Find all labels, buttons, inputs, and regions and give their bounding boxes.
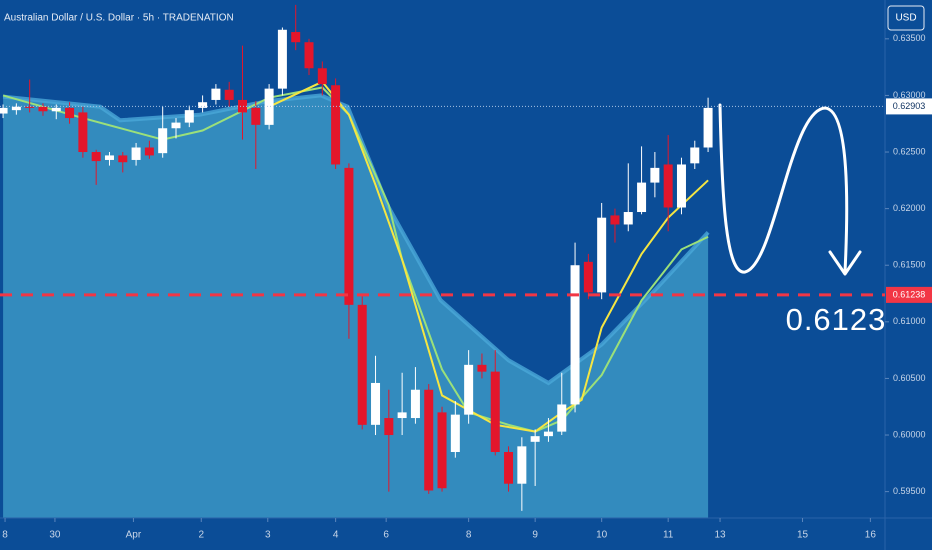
last-price-box bbox=[886, 98, 932, 115]
x-tick-label: 8 bbox=[466, 530, 472, 541]
candle-body bbox=[238, 99, 248, 113]
plot-area bbox=[0, 4, 713, 519]
candle-body bbox=[184, 110, 194, 123]
y-tick-label: 0.63500 bbox=[893, 33, 926, 43]
x-tick-label: 10 bbox=[596, 530, 608, 541]
last-price-label: 0.62903 bbox=[893, 101, 926, 111]
candle-body bbox=[557, 404, 567, 432]
x-tick-label: 11 bbox=[663, 530, 674, 541]
candle-body bbox=[437, 412, 447, 489]
forecast-arrow bbox=[718, 103, 849, 274]
y-tick-label: 0.62500 bbox=[893, 146, 926, 156]
candle-body bbox=[65, 107, 75, 119]
y-tick-label: 0.62000 bbox=[893, 203, 926, 213]
candle-body bbox=[371, 382, 381, 425]
y-tick-label: 0.63000 bbox=[893, 90, 926, 100]
level-label: 0.61238 bbox=[893, 289, 926, 299]
candle-body bbox=[357, 304, 367, 425]
candle-body bbox=[118, 155, 128, 163]
candle-body bbox=[264, 88, 274, 125]
y-tick-label: 0.61500 bbox=[893, 260, 926, 270]
ma-area bbox=[3, 95, 709, 519]
candle-body bbox=[623, 212, 633, 225]
candle-body bbox=[158, 128, 168, 154]
candle-body bbox=[198, 102, 208, 108]
x-tick-label: 2 bbox=[198, 530, 204, 541]
candle-body bbox=[490, 371, 500, 453]
candle-body bbox=[583, 261, 593, 293]
candle-body bbox=[131, 147, 141, 160]
x-tick-label: 3 bbox=[265, 530, 271, 541]
candle-body bbox=[637, 182, 647, 213]
candle-body bbox=[0, 107, 8, 114]
candle-body bbox=[477, 364, 487, 372]
candle-body bbox=[530, 436, 540, 442]
candle-body bbox=[171, 122, 181, 129]
candle-body bbox=[464, 364, 474, 415]
candle-body bbox=[504, 452, 514, 484]
candle-body bbox=[51, 107, 61, 112]
candle-body bbox=[11, 106, 21, 111]
candle-body bbox=[104, 155, 114, 160]
candle-body bbox=[397, 412, 407, 419]
candle-body bbox=[517, 446, 527, 484]
candle-body bbox=[610, 215, 620, 225]
candle-body bbox=[25, 106, 35, 108]
candle-body bbox=[224, 89, 234, 100]
currency-label[interactable]: USD bbox=[895, 13, 916, 24]
x-tick-label: 6 bbox=[383, 530, 389, 541]
candle-body bbox=[211, 88, 221, 100]
x-tick-label: 9 bbox=[532, 530, 538, 541]
x-tick-label: 4 bbox=[333, 530, 339, 541]
x-tick-label: 16 bbox=[865, 530, 877, 541]
y-tick-label: 0.59500 bbox=[893, 486, 926, 496]
level-box bbox=[886, 286, 932, 303]
target-label: 0.6123 bbox=[786, 302, 887, 337]
candle-body bbox=[277, 29, 287, 89]
y-tick-label: 0.61000 bbox=[893, 316, 926, 326]
candle-body bbox=[38, 106, 48, 112]
candle-body bbox=[676, 164, 686, 208]
candle-body bbox=[424, 389, 434, 491]
y-tick-label: 0.60000 bbox=[893, 429, 926, 439]
candle-body bbox=[543, 431, 553, 437]
ma-line bbox=[268, 80, 709, 433]
candle-body bbox=[251, 107, 261, 125]
x-tick-label: 8 bbox=[2, 530, 8, 541]
candle-body bbox=[650, 167, 660, 183]
candle-body bbox=[331, 85, 341, 165]
candle-body bbox=[291, 32, 301, 43]
x-tick-label: 30 bbox=[49, 530, 61, 541]
arrow-head bbox=[828, 250, 862, 276]
candle-body bbox=[384, 418, 394, 436]
y-tick-label: 0.60500 bbox=[893, 373, 926, 383]
candle-body bbox=[450, 414, 460, 453]
chart-title: Australian Dollar / U.S. Dollar · 5h · T… bbox=[4, 13, 234, 24]
x-tick-label: 15 bbox=[797, 530, 809, 541]
candle-body bbox=[91, 152, 101, 162]
candle-body bbox=[78, 112, 88, 153]
candle-body bbox=[304, 42, 314, 69]
candle-body bbox=[690, 147, 700, 164]
ma-line bbox=[2, 86, 709, 433]
x-tick-label: 13 bbox=[714, 530, 726, 541]
candle-body bbox=[317, 68, 327, 85]
candle-body bbox=[597, 217, 607, 293]
candle-body bbox=[344, 167, 354, 305]
candle-body bbox=[663, 164, 673, 208]
candle-body bbox=[703, 107, 713, 148]
x-tick-label: Apr bbox=[126, 530, 142, 541]
candle-body bbox=[410, 389, 420, 419]
candle-body bbox=[570, 265, 580, 405]
candle-body bbox=[144, 147, 154, 156]
currency-button[interactable] bbox=[887, 5, 925, 31]
